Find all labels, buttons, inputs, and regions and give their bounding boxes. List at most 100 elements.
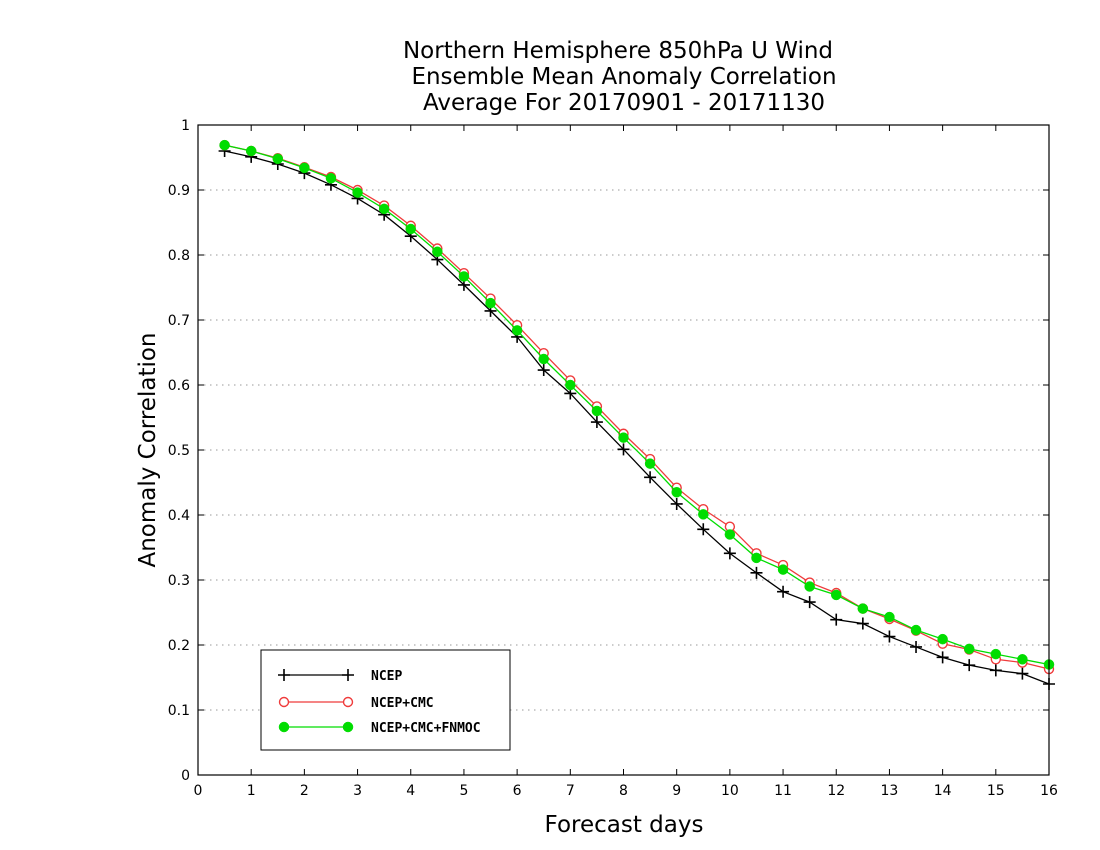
legend-item: NCEP	[278, 669, 402, 684]
y-tick-label: 0.1	[168, 703, 190, 719]
x-tick-label: 0	[194, 783, 203, 799]
data-point	[910, 624, 922, 636]
data-point	[831, 589, 842, 601]
data-point	[751, 552, 762, 564]
data-point	[883, 630, 896, 643]
data-point	[670, 497, 683, 510]
data-point	[432, 246, 443, 257]
y-axis-label: Anomaly Correlation	[135, 332, 161, 567]
data-point	[644, 471, 657, 484]
legend-label: NCEP	[371, 669, 402, 684]
data-point	[750, 566, 763, 579]
y-tick-label: 0.3	[168, 573, 190, 589]
data-point	[485, 297, 496, 309]
chart-title: Northern Hemisphere 850hPa U Wind Ensemb…	[403, 38, 837, 116]
data-point	[697, 523, 710, 536]
data-point	[511, 325, 523, 336]
data-point	[245, 145, 257, 157]
legend: NCEP NCEP+CMC NCEP+CMC+FNMOC	[260, 649, 511, 751]
x-tick-label: 9	[672, 783, 681, 799]
data-point	[278, 669, 290, 681]
axis-ticks: 00.10.20.30.40.50.60.70.80.910 1 2 3 4 5 6 7 8 9 1…	[168, 118, 1058, 799]
series-line	[224, 144, 1050, 666]
x-tick-label: 8	[619, 783, 628, 799]
data-point	[963, 643, 975, 655]
data-point	[910, 640, 923, 653]
data-point	[830, 613, 843, 626]
data-point	[591, 405, 603, 417]
data-point	[884, 611, 895, 623]
data-point	[458, 271, 470, 282]
data-point	[857, 603, 869, 614]
x-axis-label: Forecast days	[545, 812, 704, 838]
legend-item: NCEP+CMC+FNMOC	[278, 721, 481, 736]
y-tick-label: 0.6	[168, 378, 190, 394]
data-point	[378, 203, 390, 215]
legend-box	[260, 649, 511, 751]
chart-title-line-2: Ensemble Mean Anomaly Correlation	[411, 64, 836, 90]
data-point	[278, 721, 290, 733]
x-tick-label: 12	[827, 783, 845, 799]
chart-title-line-1: Northern Hemisphere 850hPa U Wind	[403, 38, 833, 64]
x-tick-label: 2	[300, 783, 309, 799]
data-point	[278, 696, 290, 708]
x-tick-label: 1	[247, 783, 256, 799]
data-point	[937, 633, 948, 645]
data-point	[565, 379, 576, 391]
x-tick-label: 6	[513, 783, 522, 799]
data-point	[537, 364, 550, 377]
y-tick-label: 0.4	[168, 508, 190, 524]
data-point	[342, 696, 354, 708]
data-point	[1017, 654, 1028, 665]
data-point	[405, 223, 416, 235]
data-point	[803, 596, 816, 609]
data-point	[698, 509, 709, 520]
x-tick-label: 5	[459, 783, 468, 799]
data-point	[989, 664, 1002, 677]
data-point	[299, 162, 310, 174]
data-point	[617, 443, 630, 456]
x-tick-label: 16	[1040, 783, 1058, 799]
x-tick-label: 7	[566, 783, 575, 799]
x-tick-label: 11	[774, 783, 792, 799]
data-point	[325, 173, 337, 184]
x-tick-label: 4	[406, 783, 415, 799]
data-point	[723, 547, 736, 560]
series-ncep-cmc	[219, 139, 1055, 675]
data-point	[804, 581, 815, 592]
y-tick-label: 0.8	[168, 248, 190, 264]
data-point	[990, 648, 1002, 660]
data-point	[538, 353, 549, 365]
data-point	[777, 585, 790, 598]
series-line	[224, 144, 1050, 670]
legend-label: NCEP+CMC	[371, 696, 434, 711]
grid-lines	[198, 189, 1049, 711]
y-tick-label: 0.9	[168, 183, 190, 199]
data-point	[724, 529, 736, 540]
x-tick-label: 10	[721, 783, 739, 799]
series-ncep	[218, 145, 1055, 690]
series-layer	[218, 139, 1055, 690]
data-point	[777, 564, 789, 575]
data-point	[963, 659, 976, 672]
data-point	[644, 458, 656, 469]
data-point	[856, 617, 869, 630]
chart-title-line-3: Average For 20170901 - 20171130	[423, 90, 825, 116]
y-tick-label: 0.2	[168, 638, 190, 654]
x-tick-label: 14	[934, 783, 952, 799]
series-line	[224, 150, 1050, 685]
y-tick-label: 0	[181, 768, 190, 784]
x-tick-label: 13	[881, 783, 899, 799]
y-tick-label: 0.5	[168, 443, 190, 459]
data-point	[618, 432, 629, 443]
y-tick-label: 0.7	[168, 313, 190, 329]
data-point	[342, 721, 354, 733]
data-point	[590, 416, 603, 429]
data-point	[342, 669, 354, 681]
legend-label: NCEP+CMC+FNMOC	[371, 721, 481, 736]
y-tick-label: 1	[181, 118, 190, 134]
data-point	[219, 139, 230, 151]
data-point	[1016, 667, 1029, 680]
series-ncep-cmc-fnmoc	[219, 139, 1055, 670]
